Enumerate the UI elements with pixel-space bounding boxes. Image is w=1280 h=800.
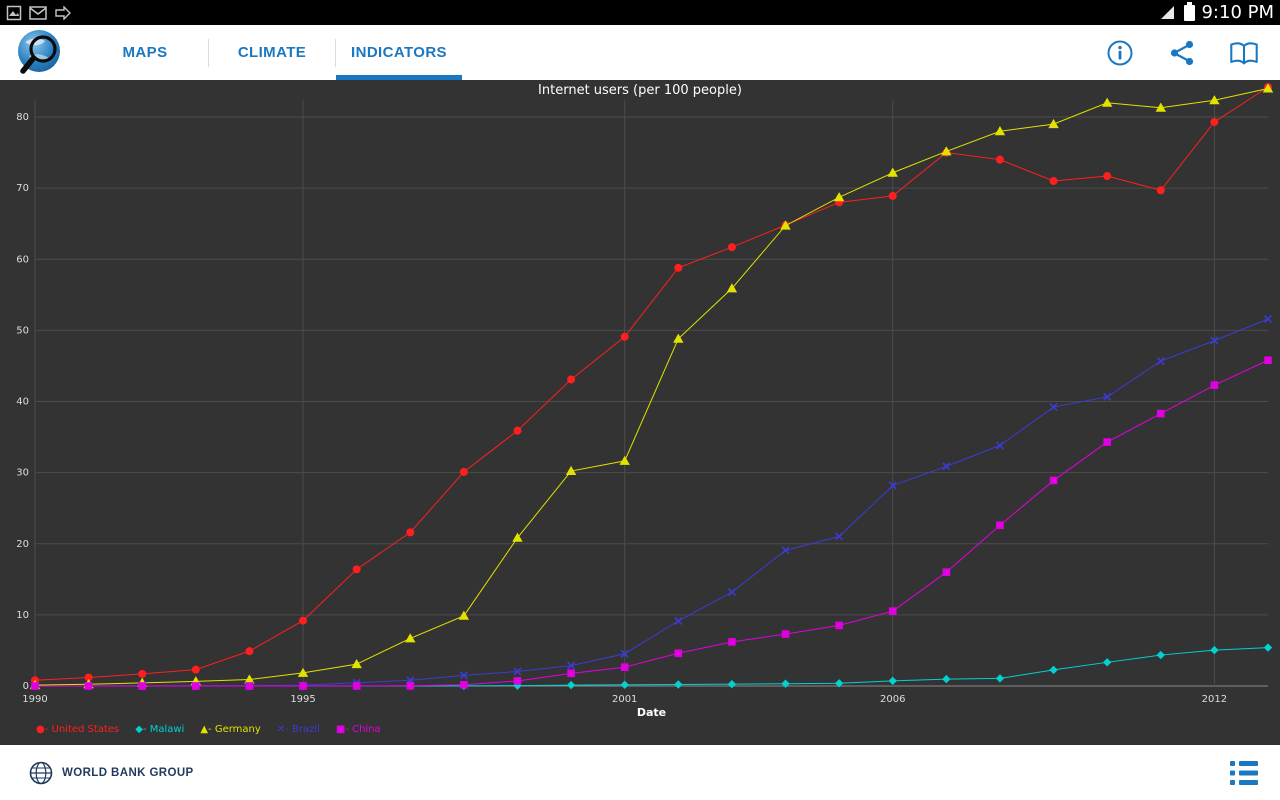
footer-bar: WORLD BANK GROUP	[0, 745, 1280, 800]
book-icon	[1230, 41, 1258, 64]
chart-area: 0 10 20 30 40 50 60 70 80 1990 1995 2001 2006 2012 Int…	[0, 80, 1280, 745]
legend-item: ✕- Brazil	[276, 724, 320, 735]
tab-separator	[208, 38, 209, 67]
signal-icon	[1161, 5, 1175, 19]
app-logo	[0, 25, 82, 80]
tab-climate[interactable]: CLIMATE	[209, 25, 335, 80]
chart-legend: ●- United States ◆- Malawi ▲- Germany ✕- Br…	[36, 724, 381, 735]
svg-text:10: 10	[16, 610, 29, 621]
tab-separator	[335, 38, 336, 67]
screenshot-icon	[6, 5, 22, 20]
tab-maps[interactable]: MAPS	[82, 25, 208, 80]
reader-button[interactable]	[1228, 37, 1260, 69]
world-bank-brand-text: WORLD BANK GROUP	[62, 766, 194, 779]
list-view-button[interactable]	[1228, 757, 1260, 789]
status-clock: 9:10 PM	[1201, 2, 1274, 23]
svg-text:2001: 2001	[612, 694, 637, 705]
svg-text:1990: 1990	[22, 694, 47, 705]
tab-maps-label: MAPS	[122, 44, 168, 61]
battery-icon	[1184, 1, 1196, 21]
world-bank-logo: WORLD BANK GROUP	[28, 760, 194, 786]
share-icon	[1170, 40, 1194, 65]
svg-text:1995: 1995	[290, 694, 315, 705]
legend-item: ◆- Malawi	[135, 724, 185, 735]
tab-indicators-label: INDICATORS	[351, 44, 447, 61]
svg-text:30: 30	[16, 468, 29, 479]
legend-item: ▲- Germany	[200, 724, 261, 735]
svg-text:2006: 2006	[880, 694, 905, 705]
svg-text:70: 70	[16, 183, 29, 194]
message-icon	[29, 5, 47, 20]
tab-climate-label: CLIMATE	[237, 44, 307, 61]
info-icon	[1107, 40, 1133, 65]
status-bar: 9:10 PM	[0, 0, 1280, 25]
svg-text:80: 80	[16, 112, 29, 123]
tab-indicators[interactable]: INDICATORS	[336, 25, 462, 80]
share-button[interactable]	[1166, 37, 1198, 69]
world-bank-globe-icon	[29, 761, 53, 784]
svg-text:Date: Date	[637, 706, 666, 719]
info-button[interactable]	[1104, 37, 1136, 69]
svg-text:2012: 2012	[1202, 694, 1227, 705]
legend-item: ●- United States	[36, 724, 120, 735]
svg-text:60: 60	[16, 254, 29, 265]
svg-text:0: 0	[23, 681, 29, 692]
usb-icon	[55, 5, 71, 20]
legend-item: ■- China	[335, 724, 381, 735]
svg-text:Internet users (per 100 people: Internet users (per 100 people)	[538, 83, 742, 98]
magnifier-icon	[20, 34, 57, 74]
svg-text:50: 50	[16, 325, 29, 336]
svg-text:20: 20	[16, 539, 29, 550]
app-bar: MAPS CLIMATE INDICATORS	[0, 25, 1280, 80]
list-icon	[1230, 760, 1258, 785]
indicator-chart[interactable]: 0 10 20 30 40 50 60 70 80 1990 1995 2001 2006 2012 Int…	[0, 80, 1280, 745]
svg-text:40: 40	[16, 397, 29, 408]
